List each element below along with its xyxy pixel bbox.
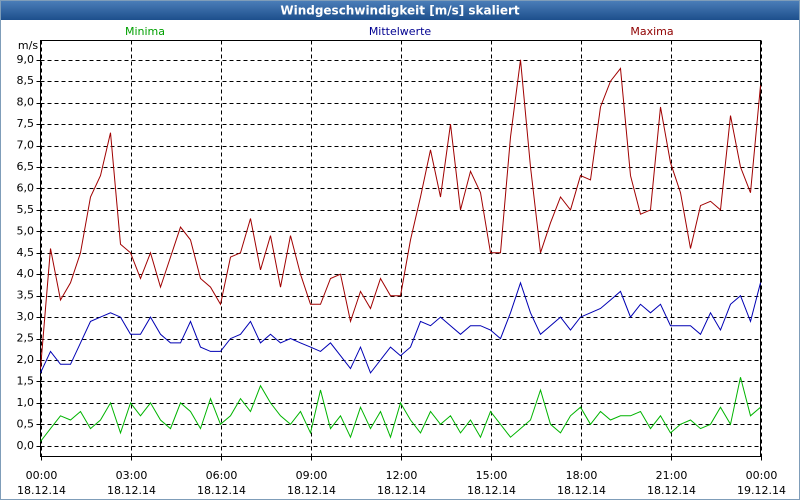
y-tick-label: 1,5 <box>17 374 35 387</box>
legend-entry: Maxima <box>630 25 673 38</box>
x-tick-label: 00:00 <box>746 469 778 482</box>
series-line <box>40 59 761 369</box>
x-tick-date: 18.12.14 <box>17 484 66 497</box>
x-tick-date: 18.12.14 <box>557 484 606 497</box>
y-tick-label: 6,5 <box>17 160 35 173</box>
y-tick-label: 7,0 <box>17 139 35 152</box>
x-tick-label: 09:00 <box>296 469 328 482</box>
y-tick-label: 4,5 <box>17 246 35 259</box>
y-tick-label: 8,0 <box>17 96 35 109</box>
chart-title: Windgeschwindigkeit [m/s] skaliert <box>280 4 520 18</box>
y-tick-label: 7,5 <box>17 117 35 130</box>
x-tick-label: 03:00 <box>116 469 148 482</box>
x-tick-date: 19.12.14 <box>737 484 786 497</box>
x-tick-label: 06:00 <box>206 469 238 482</box>
y-tick-label: 5,0 <box>17 224 35 237</box>
y-tick-label: 3,5 <box>17 289 35 302</box>
y-tick-label: 2,5 <box>17 332 35 345</box>
y-tick-label: 4,0 <box>17 267 35 280</box>
x-tick-label: 00:00 <box>26 469 58 482</box>
x-tick-date: 18.12.14 <box>377 484 426 497</box>
y-unit: m/s <box>18 39 38 52</box>
x-tick-date: 18.12.14 <box>287 484 336 497</box>
y-tick-label: 0,5 <box>17 417 35 430</box>
title-bar <box>1 1 799 20</box>
plot-frame <box>40 40 761 457</box>
x-tick-date: 18.12.14 <box>467 484 516 497</box>
y-tick-label: 1,0 <box>17 396 35 409</box>
y-tick-label: 3,0 <box>17 310 35 323</box>
x-tick-label: 18:00 <box>566 469 598 482</box>
y-tick-label: 6,0 <box>17 181 35 194</box>
y-tick-label: 0,0 <box>17 439 35 452</box>
series-line <box>40 377 761 442</box>
y-tick-label: 8,5 <box>17 74 35 87</box>
x-tick-date: 18.12.14 <box>197 484 246 497</box>
x-tick-label: 12:00 <box>386 469 418 482</box>
x-tick-label: 15:00 <box>476 469 508 482</box>
y-tick-label: 2,0 <box>17 353 35 366</box>
legend-entry: Minima <box>125 25 165 38</box>
x-tick-date: 18.12.14 <box>647 484 696 497</box>
y-tick-label: 9,0 <box>17 53 35 66</box>
y-tick-label: 5,5 <box>17 203 35 216</box>
legend-entry: Mittelwerte <box>369 25 432 38</box>
x-tick-label: 21:00 <box>656 469 688 482</box>
x-tick-date: 18.12.14 <box>107 484 156 497</box>
series-line <box>40 281 761 374</box>
